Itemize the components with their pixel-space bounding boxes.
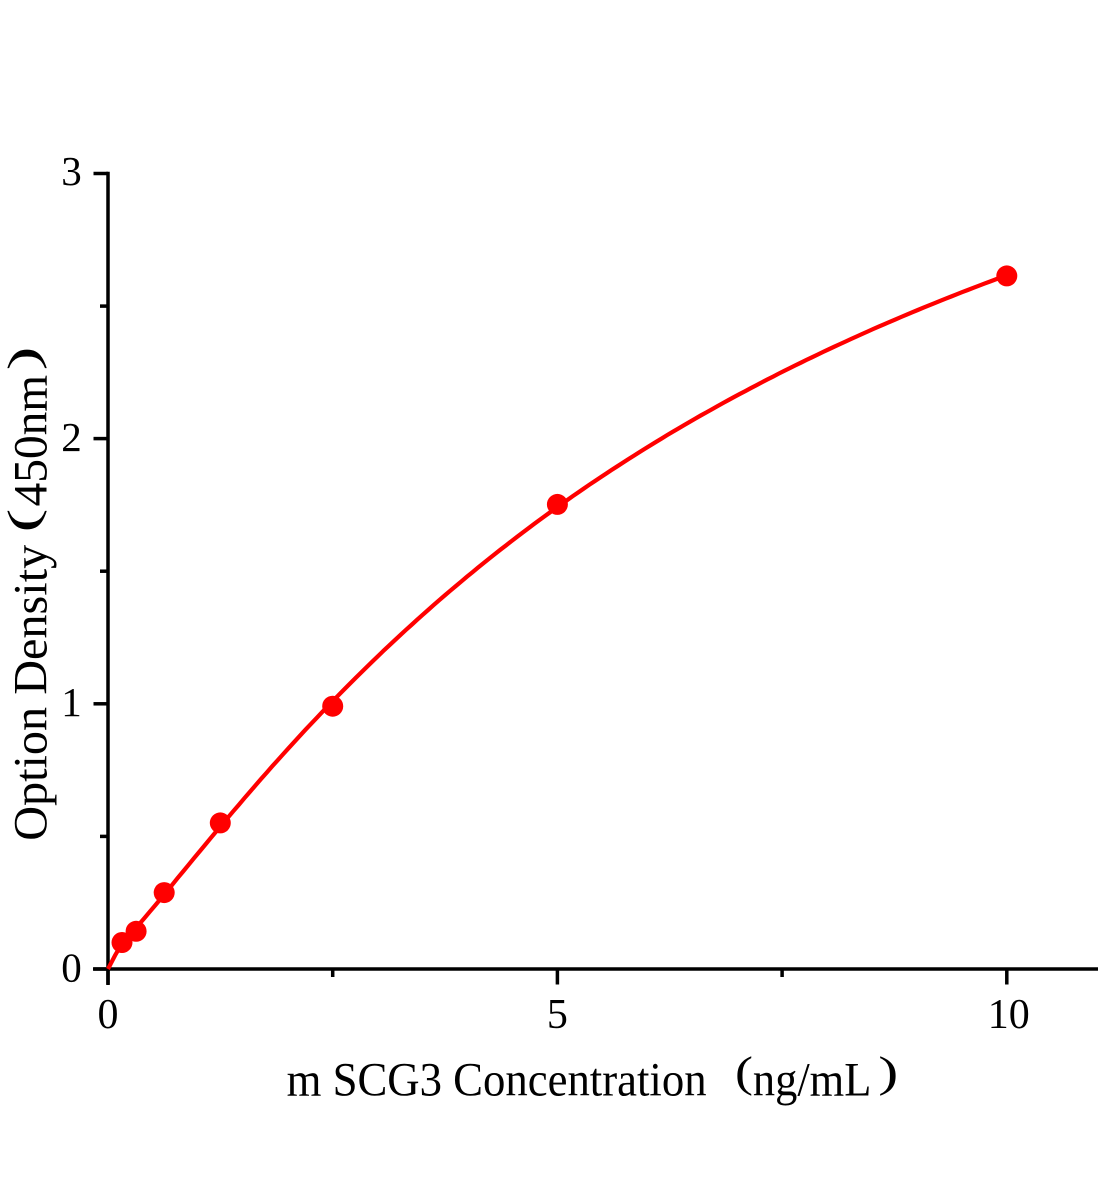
svg-text:450nm: 450nm	[5, 375, 58, 507]
svg-text:m SCG3 Concentration: m SCG3 Concentration	[287, 1054, 707, 1107]
svg-text:ng/mL: ng/mL	[753, 1054, 872, 1107]
svg-text:Option Density: Option Density	[5, 545, 58, 841]
svg-text:1: 1	[61, 679, 82, 725]
svg-text:0: 0	[98, 992, 119, 1038]
svg-text:): )	[1, 347, 48, 371]
svg-text:3: 3	[61, 148, 82, 194]
svg-text:): )	[878, 1050, 898, 1097]
svg-text:2: 2	[61, 414, 82, 460]
svg-text:(: (	[1, 509, 48, 533]
svg-text:0: 0	[61, 945, 82, 991]
svg-text:10: 10	[988, 992, 1030, 1038]
svg-text:(: (	[735, 1050, 753, 1097]
svg-text:5: 5	[547, 992, 568, 1038]
